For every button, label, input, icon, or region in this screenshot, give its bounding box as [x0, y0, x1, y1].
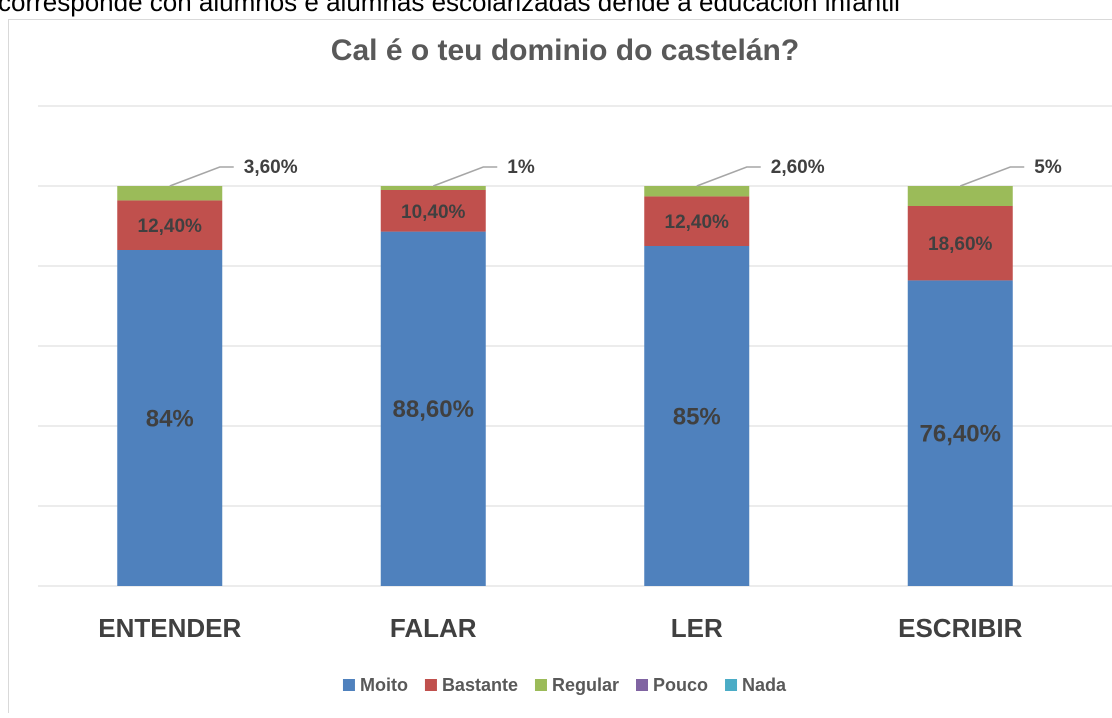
- data-label: 3,60%: [244, 157, 298, 178]
- legend-swatch: [535, 679, 547, 691]
- legend-swatch: [725, 679, 737, 691]
- data-label: 1%: [507, 157, 535, 178]
- x-tick-label: ENTENDER: [98, 613, 241, 643]
- x-tick-label: ESCRIBIR: [898, 613, 1022, 643]
- data-label: 85%: [673, 403, 721, 430]
- legend-swatch: [636, 679, 648, 691]
- data-label: 84%: [146, 405, 194, 432]
- legend-swatch: [425, 679, 437, 691]
- leader-line: [433, 167, 497, 186]
- data-label: 76,40%: [920, 421, 1001, 448]
- leader-line: [960, 167, 1024, 186]
- data-label: 12,40%: [665, 212, 730, 233]
- bar-segment: [381, 186, 486, 190]
- data-label: 5%: [1034, 157, 1062, 178]
- chart-title: Cal é o teu dominio do castelán?: [331, 34, 799, 67]
- legend-label: Nada: [742, 675, 787, 695]
- data-label: 12,40%: [138, 216, 203, 237]
- header-text: corresponde con alumnos e alumnas escola…: [0, 0, 900, 17]
- x-tick-label: FALAR: [390, 613, 477, 643]
- bar-segment: [908, 186, 1013, 206]
- legend-label: Pouco: [653, 675, 708, 695]
- leader-line: [697, 167, 761, 186]
- legend-label: Moito: [360, 675, 408, 695]
- bar-segment: [644, 186, 749, 196]
- data-label: 18,60%: [928, 234, 993, 255]
- legend-label: Bastante: [442, 675, 518, 695]
- legend-swatch: [343, 679, 355, 691]
- bar-segment: [117, 186, 222, 200]
- leader-line: [170, 167, 234, 186]
- data-label: 10,40%: [401, 202, 466, 223]
- x-tick-label: LER: [671, 613, 723, 643]
- legend-label: Regular: [552, 675, 619, 695]
- data-label: 2,60%: [771, 157, 825, 178]
- data-label: 88,60%: [393, 396, 474, 423]
